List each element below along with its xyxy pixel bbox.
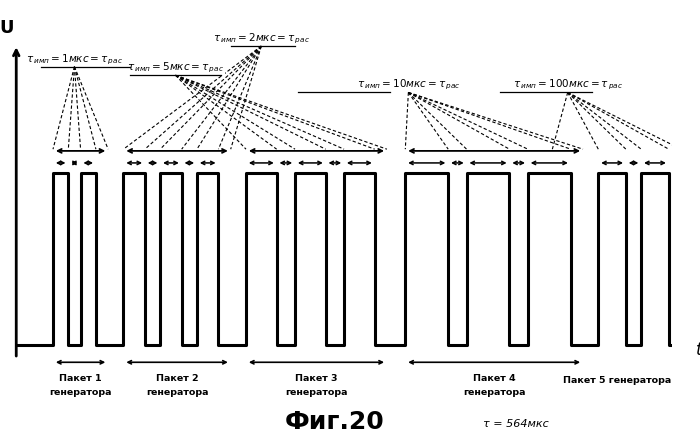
Text: Фиг.20: Фиг.20	[285, 411, 385, 434]
Text: $\tau_{\,имп}=100мкс=\tau_{\,рас}$: $\tau_{\,имп}=100мкс=\tau_{\,рас}$	[512, 78, 623, 93]
Text: $\tau_{\,имп}=10мкс=\tau_{\,рас}$: $\tau_{\,имп}=10мкс=\tau_{\,рас}$	[356, 78, 460, 93]
Text: U: U	[0, 19, 14, 37]
Text: $\tau_{\,имп}=5мкс=\tau_{\,рас}$: $\tau_{\,имп}=5мкс=\tau_{\,рас}$	[127, 61, 224, 75]
Text: Пакет 1: Пакет 1	[60, 374, 102, 383]
Text: генератора: генератора	[463, 388, 526, 397]
Text: Пакет 3: Пакет 3	[295, 374, 337, 383]
Text: Пакет 2: Пакет 2	[156, 374, 198, 383]
Text: $\tau_{\,имп}=2мкс=\tau_{\,рас}$: $\tau_{\,имп}=2мкс=\tau_{\,рас}$	[213, 32, 310, 46]
Text: генератора: генератора	[49, 388, 112, 397]
Text: τ = 564мкс: τ = 564мкс	[483, 419, 549, 429]
Text: Пакет 4: Пакет 4	[473, 374, 515, 383]
Text: Пакет 5 генератора: Пакет 5 генератора	[563, 376, 671, 385]
Text: $\tau_{\,имп}=1мкс=\tau_{\,рас}$: $\tau_{\,имп}=1мкс=\tau_{\,рас}$	[26, 52, 123, 67]
Text: генератора: генератора	[146, 388, 209, 397]
Text: генератора: генератора	[285, 388, 348, 397]
Text: t: t	[696, 341, 700, 359]
